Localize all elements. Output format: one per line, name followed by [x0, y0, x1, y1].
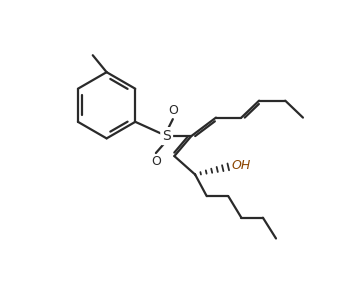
Text: S: S: [162, 129, 171, 143]
Text: OH: OH: [231, 159, 251, 172]
Text: O: O: [151, 155, 161, 168]
Text: O: O: [168, 104, 178, 117]
